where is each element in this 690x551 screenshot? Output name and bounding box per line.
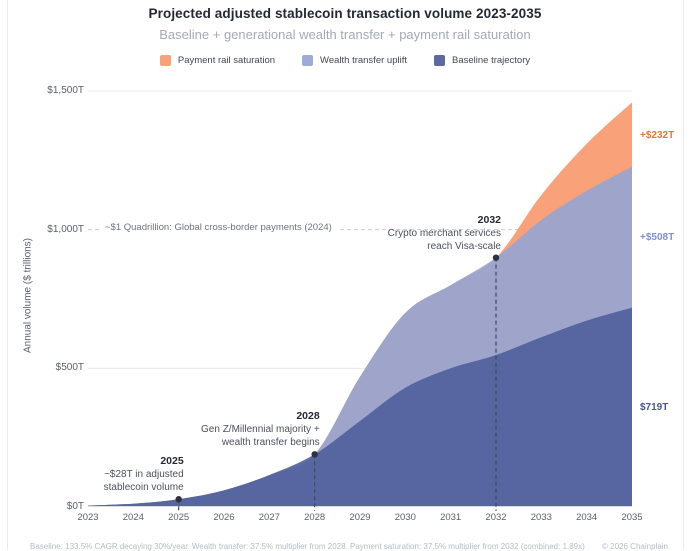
reference-line-label: ~$1 Quadrillion: Global cross-border pay… bbox=[100, 222, 337, 233]
x-tick-label: 2033 bbox=[530, 512, 552, 523]
chart-title: Projected adjusted stablecoin transactio… bbox=[148, 6, 542, 21]
x-tick-label: 2025 bbox=[168, 512, 190, 523]
legend-label: Baseline trajectory bbox=[451, 55, 531, 66]
x-tick-label: 2034 bbox=[576, 512, 598, 523]
end-label-508: +$508T bbox=[640, 232, 675, 244]
legend-item: Baseline trajectory bbox=[433, 55, 531, 66]
end-label-719: $719T bbox=[640, 402, 669, 414]
y-tick-label: $500T bbox=[55, 362, 84, 374]
legend: Payment rail saturation Wealth transfer u… bbox=[0, 55, 690, 66]
x-tick-label: 2031 bbox=[440, 512, 462, 523]
end-label-232: +$232T bbox=[640, 129, 675, 141]
legend-swatch-icon bbox=[159, 55, 171, 66]
legend-swatch-icon bbox=[433, 55, 445, 66]
legend-item: Payment rail saturation bbox=[159, 55, 276, 66]
annotation-year: 2028 bbox=[296, 410, 320, 423]
chart-subtitle: Baseline + generational wealth transfer … bbox=[159, 27, 531, 42]
legend-label: Wealth transfer uplift bbox=[320, 55, 407, 66]
annotation-text: reach Visa-scale bbox=[427, 240, 501, 252]
y-tick-label: $1,000T bbox=[47, 223, 84, 235]
annotation-text: ~$28T in adjusted bbox=[104, 469, 184, 481]
x-tick-label: 2024 bbox=[122, 512, 144, 523]
annotation-year: 2032 bbox=[477, 213, 501, 226]
y-tick-label: $0T bbox=[66, 501, 84, 512]
legend-item: Wealth transfer uplift bbox=[302, 55, 407, 66]
legend-label: Payment rail saturation bbox=[177, 55, 276, 66]
x-tick-label: 2027 bbox=[258, 512, 280, 523]
annotation-marker-dot bbox=[175, 496, 182, 503]
x-tick-label: 2032 bbox=[485, 512, 507, 523]
footer-copyright: © 2026 Chainplain bbox=[602, 542, 668, 551]
annotation-2032: 2032 Crypto merchant services reach Visa-s… bbox=[388, 214, 501, 253]
annotation-year: 2025 bbox=[160, 455, 184, 468]
annotation-text: Gen Z/Millennial majority + bbox=[201, 424, 320, 436]
x-tick-label: 2029 bbox=[349, 512, 371, 523]
x-tick-label: 2035 bbox=[621, 512, 643, 523]
x-tick-label: 2023 bbox=[77, 512, 99, 523]
annotation-text: Crypto merchant services bbox=[387, 227, 501, 239]
y-tick-label: $1,500T bbox=[47, 85, 84, 96]
x-tick-label: 2026 bbox=[213, 512, 235, 523]
annotation-marker-dot bbox=[311, 451, 318, 458]
footer-methodology: Baseline: 133.5% CAGR decaying 30%/year.… bbox=[30, 542, 585, 551]
x-tick-label: 2030 bbox=[394, 512, 416, 523]
annotation-text: wealth transfer begins bbox=[221, 437, 320, 449]
annotation-text: stablecoin volume bbox=[103, 482, 184, 494]
x-tick-label: 2028 bbox=[304, 512, 326, 523]
annotation-2028: 2028 Gen Z/Millennial majority + wealth tr… bbox=[201, 410, 320, 449]
legend-swatch-icon bbox=[302, 55, 314, 66]
annotation-2025: 2025 ~$28T in adjusted stablecoin volume bbox=[104, 455, 184, 494]
plot-area bbox=[88, 85, 632, 511]
annotation-marker-dot bbox=[492, 254, 500, 261]
